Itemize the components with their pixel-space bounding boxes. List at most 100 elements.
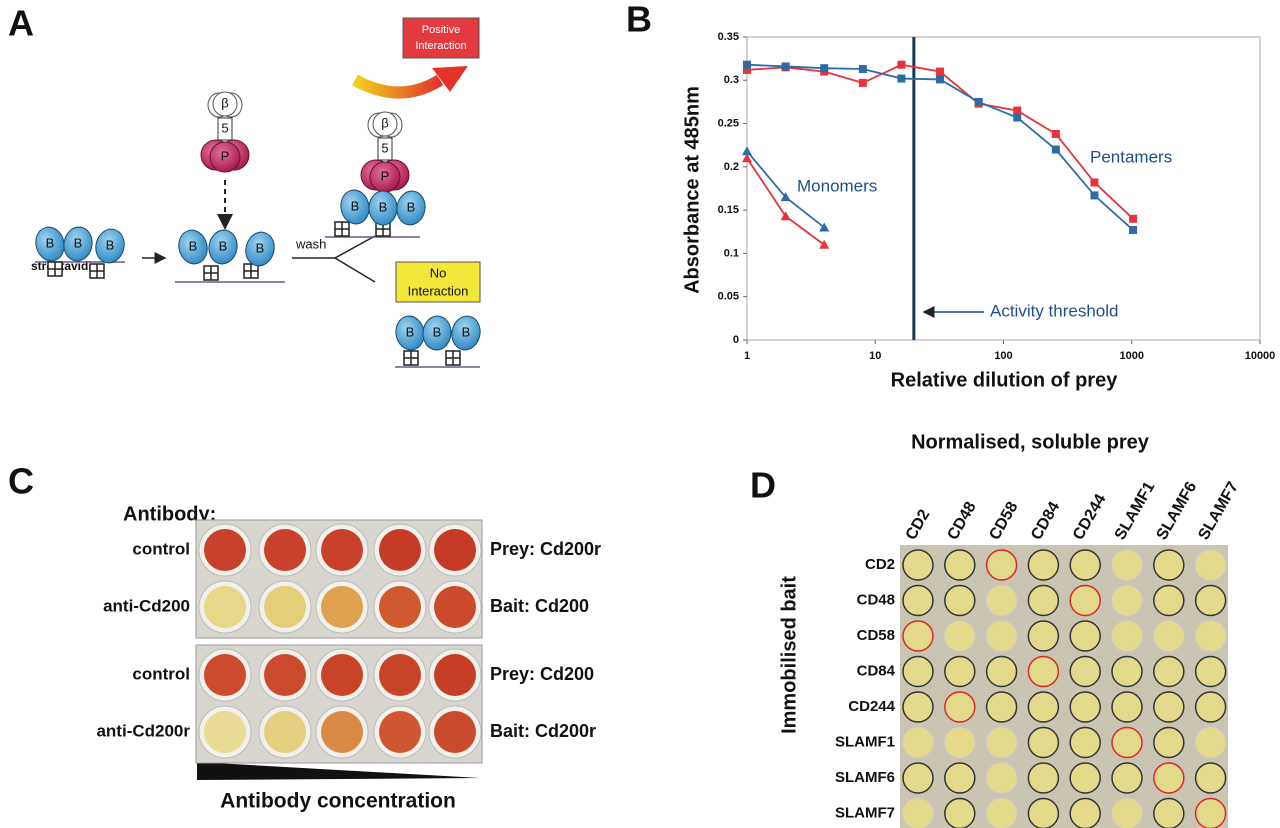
- well: [1111, 620, 1143, 652]
- row-label: control: [132, 539, 190, 558]
- beta-ring: [212, 91, 238, 117]
- ring: [985, 549, 1018, 581]
- column-label: SLAMF1: [1112, 479, 1159, 543]
- ring: [902, 655, 934, 688]
- beta-ring: [372, 111, 398, 137]
- row-label: Prey: Cd200r: [490, 539, 601, 559]
- column-label: SLAMF7: [1195, 479, 1242, 543]
- y-tick-label: 0.2: [724, 161, 739, 173]
- panel-a: A Positive Interaction No Interaction wa…: [8, 3, 481, 368]
- ring: [1069, 691, 1101, 723]
- well-fluid: [379, 711, 421, 753]
- row-label: CD2: [865, 556, 895, 573]
- point: [974, 97, 983, 106]
- well-fluid: [321, 529, 363, 571]
- concentration-wedge: [197, 762, 480, 780]
- well: [902, 727, 934, 758]
- point: [780, 211, 791, 221]
- point: [936, 67, 945, 76]
- ring: [902, 620, 934, 652]
- ring: [985, 691, 1018, 723]
- bead-letter: B: [46, 235, 55, 250]
- column-label: CD84: [1028, 499, 1063, 543]
- wash-label: wash: [295, 236, 326, 251]
- streptavidin: [445, 350, 461, 366]
- row-label: Bait: Cd200r: [490, 721, 596, 741]
- well: [986, 762, 1018, 794]
- positive-box: [402, 17, 480, 59]
- x-tick-label: 10000: [1245, 350, 1276, 362]
- well: [944, 727, 976, 758]
- point: [1013, 113, 1022, 122]
- column-label: CD58: [986, 499, 1021, 543]
- row-label: SLAMF7: [835, 804, 895, 821]
- point: [897, 74, 906, 83]
- ring: [944, 655, 976, 688]
- ring: [944, 797, 976, 828]
- point: [742, 146, 752, 156]
- well: [1195, 549, 1227, 581]
- beta-letter: β: [381, 115, 388, 130]
- well-fluid: [264, 529, 306, 571]
- linker-letter: 5: [221, 120, 228, 135]
- positive-label: Interaction: [415, 40, 466, 52]
- negative-label: No: [430, 265, 447, 280]
- series-line: [746, 63, 1134, 231]
- row-label: anti-Cd200: [103, 596, 190, 615]
- y-tick-label: 0: [733, 334, 739, 346]
- ring: [1069, 655, 1101, 688]
- point: [936, 75, 945, 84]
- ring: [1027, 549, 1060, 581]
- point: [820, 64, 829, 73]
- linker: [217, 117, 233, 141]
- y-axis-label: Absorbance at 485nm: [681, 86, 703, 294]
- point: [1129, 226, 1138, 235]
- y-tick-label: 0.35: [718, 31, 739, 43]
- bait-bead: [396, 190, 426, 226]
- bead-letter: P: [221, 148, 230, 163]
- negative-box: [395, 261, 481, 303]
- point: [742, 153, 752, 163]
- series-line: [746, 157, 825, 246]
- row-label: SLAMF6: [835, 769, 895, 786]
- ring: [1027, 584, 1060, 617]
- point: [780, 192, 791, 202]
- bead-letter: B: [351, 198, 360, 213]
- ring: [1111, 726, 1143, 759]
- well-fluid: [321, 586, 363, 628]
- ring: [1111, 691, 1143, 723]
- ring: [1027, 762, 1060, 794]
- well: [902, 798, 934, 828]
- antibody-label: Antibody:: [123, 503, 216, 525]
- point: [1129, 214, 1138, 223]
- row-label: SLAMF1: [835, 733, 895, 750]
- ring: [944, 762, 976, 794]
- well: [1195, 620, 1227, 652]
- negative-label: Interaction: [408, 283, 469, 298]
- bait-bead: [451, 315, 481, 351]
- well-fluid: [204, 529, 246, 571]
- ring: [1194, 655, 1227, 688]
- well-fluid: [204, 654, 246, 696]
- ring: [985, 655, 1018, 688]
- bead-letter: B: [74, 235, 83, 250]
- bead-letter: B: [462, 324, 471, 339]
- point: [819, 239, 830, 249]
- bead-letter: B: [189, 238, 198, 253]
- ring: [1153, 584, 1185, 617]
- well-fluid: [434, 586, 476, 628]
- panel-d: D Normalised, soluble prey Immobilised b…: [750, 431, 1242, 828]
- panel-letter: D: [750, 465, 776, 506]
- y-tick-label: 0.15: [718, 204, 739, 216]
- streptavidin: [203, 265, 219, 281]
- y-tick-label: 0.3: [724, 74, 739, 86]
- ring: [1153, 549, 1185, 581]
- well-fluid: [204, 586, 246, 628]
- column-label: CD244: [1070, 491, 1110, 543]
- ring: [1194, 691, 1227, 723]
- ring: [1111, 762, 1143, 794]
- point: [1090, 178, 1099, 187]
- ring: [1194, 584, 1227, 617]
- y-tick-label: 0.25: [718, 117, 739, 129]
